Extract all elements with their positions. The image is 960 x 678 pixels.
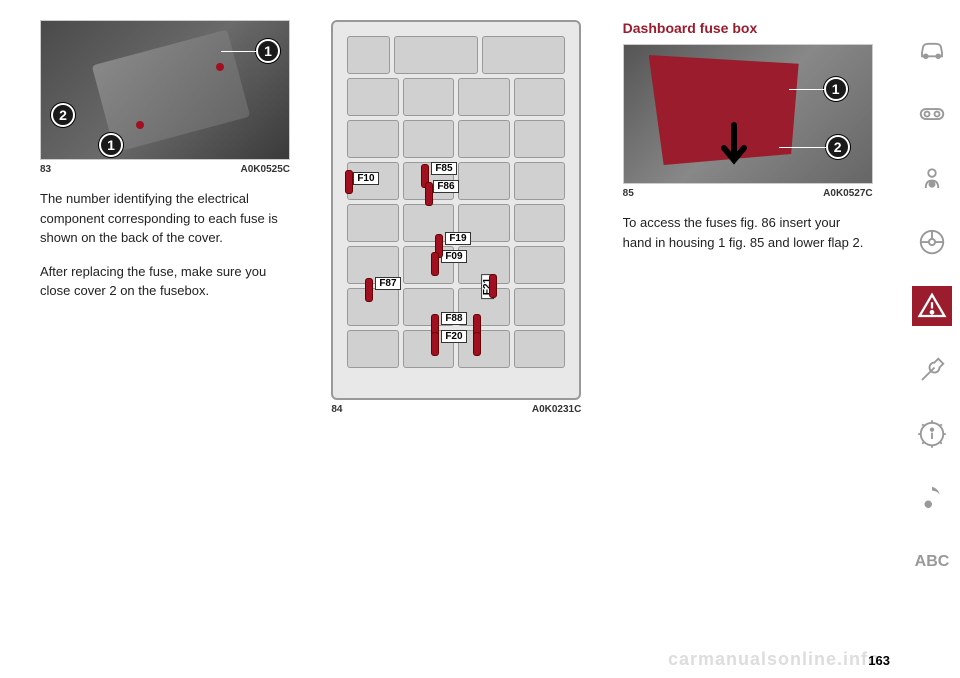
fuse-pill bbox=[365, 278, 373, 302]
section-tabs-sidebar: ABC bbox=[904, 0, 960, 678]
music-note-icon[interactable] bbox=[912, 478, 952, 518]
fig-code: A0K0525C bbox=[241, 164, 290, 175]
content-area: 1 2 1 83 A0K0525C The number identifying… bbox=[0, 0, 904, 678]
dashboard-icon[interactable] bbox=[912, 94, 952, 134]
car-icon[interactable] bbox=[912, 30, 952, 70]
fuse-pill bbox=[489, 274, 497, 298]
fuse-pill bbox=[473, 332, 481, 356]
figure-85: 1 2 bbox=[623, 44, 873, 184]
callout-1: 1 bbox=[824, 77, 848, 101]
fuse-pill bbox=[431, 332, 439, 356]
red-dot bbox=[216, 63, 224, 71]
paragraph: After replacing the fuse, make sure you … bbox=[40, 262, 290, 301]
down-arrow-icon bbox=[719, 120, 749, 170]
gear-info-icon[interactable] bbox=[912, 414, 952, 454]
fig-num: 83 bbox=[40, 164, 51, 175]
figure-85-caption: 85 A0K0527C bbox=[623, 188, 873, 199]
red-dot bbox=[136, 121, 144, 129]
callout-1b: 1 bbox=[99, 133, 123, 157]
callout-1a: 1 bbox=[256, 39, 280, 63]
callout-line bbox=[789, 89, 824, 90]
fuse-pill bbox=[345, 170, 353, 194]
page-number: 163 bbox=[868, 653, 890, 668]
column-3: Dashboard fuse box 1 2 85 A0K0527C To ac… bbox=[623, 20, 894, 658]
fuse-label-f86: F86 bbox=[433, 180, 458, 193]
figure-84: F10 F85 F86 F19 F09 F87 F21 F88 F20 bbox=[331, 20, 581, 400]
section-title: Dashboard fuse box bbox=[623, 20, 894, 36]
fuse-label-f87: F87 bbox=[375, 277, 400, 290]
paragraph: To access the fuses fig. 86 insert your … bbox=[623, 213, 873, 252]
fig-code: A0K0527C bbox=[823, 188, 872, 199]
figure-83-caption: 83 A0K0525C bbox=[40, 164, 290, 175]
wrench-icon[interactable] bbox=[912, 350, 952, 390]
warning-icon[interactable] bbox=[912, 286, 952, 326]
fig-num: 85 bbox=[623, 188, 634, 199]
callout-2: 2 bbox=[826, 135, 850, 159]
fuse-label-f19: F19 bbox=[445, 232, 470, 245]
fuse-label-f10: F10 bbox=[353, 172, 378, 185]
figure-83: 1 2 1 bbox=[40, 20, 290, 160]
column-1: 1 2 1 83 A0K0525C The number identifying… bbox=[40, 20, 311, 658]
fig-code: A0K0231C bbox=[532, 404, 581, 415]
fuse-label-f85: F85 bbox=[431, 162, 456, 175]
paragraph: The number identifying the electrical co… bbox=[40, 189, 290, 248]
fig-num: 84 bbox=[331, 404, 342, 415]
fuse-pill bbox=[431, 252, 439, 276]
callout-2: 2 bbox=[51, 103, 75, 127]
steering-icon[interactable] bbox=[912, 222, 952, 262]
fuse-label-f88: F88 bbox=[441, 312, 466, 325]
figure-84-caption: 84 A0K0231C bbox=[331, 404, 581, 415]
page: 1 2 1 83 A0K0525C The number identifying… bbox=[0, 0, 960, 678]
index-abc-icon[interactable]: ABC bbox=[912, 542, 952, 582]
callout-line bbox=[221, 51, 256, 52]
watermark: carmanualsonline.info bbox=[668, 649, 880, 670]
callout-line bbox=[779, 147, 826, 148]
column-2: F10 F85 F86 F19 F09 F87 F21 F88 F20 bbox=[331, 20, 602, 658]
fuse-label-f09: F09 bbox=[441, 250, 466, 263]
airbag-icon[interactable] bbox=[912, 158, 952, 198]
fuse-pill bbox=[425, 182, 433, 206]
fuse-label-f20: F20 bbox=[441, 330, 466, 343]
